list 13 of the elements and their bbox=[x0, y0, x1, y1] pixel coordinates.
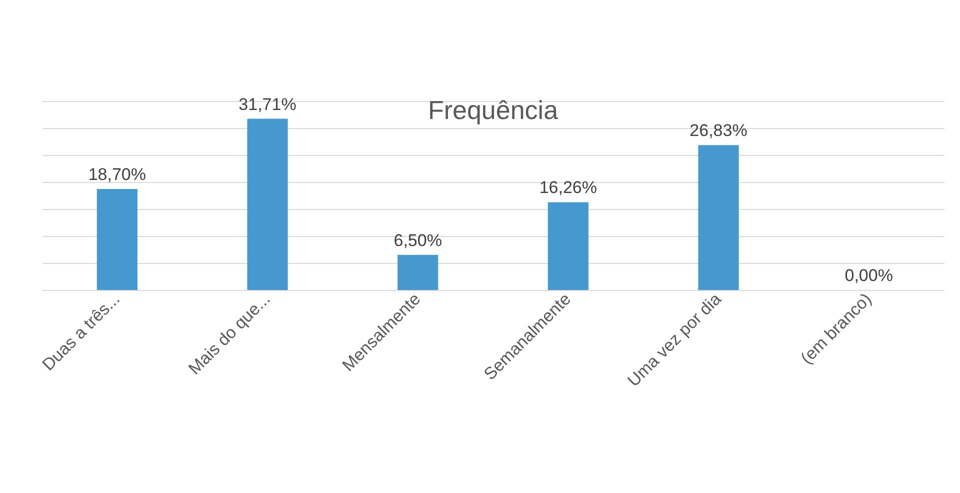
data-label: 0,00% bbox=[844, 266, 893, 285]
bar bbox=[698, 145, 739, 290]
data-label: 31,71% bbox=[238, 94, 296, 114]
chart-title: Frequência bbox=[428, 94, 559, 125]
data-label: 26,83% bbox=[690, 121, 748, 140]
bar bbox=[548, 202, 588, 290]
bar bbox=[398, 254, 438, 290]
data-label: 18,70% bbox=[88, 165, 146, 184]
bar bbox=[96, 189, 138, 290]
data-label: 16,26% bbox=[539, 178, 598, 198]
x-tick-label: Uma vez por dia bbox=[624, 289, 726, 390]
bar bbox=[247, 118, 288, 290]
data-label: 6,50% bbox=[394, 230, 442, 250]
